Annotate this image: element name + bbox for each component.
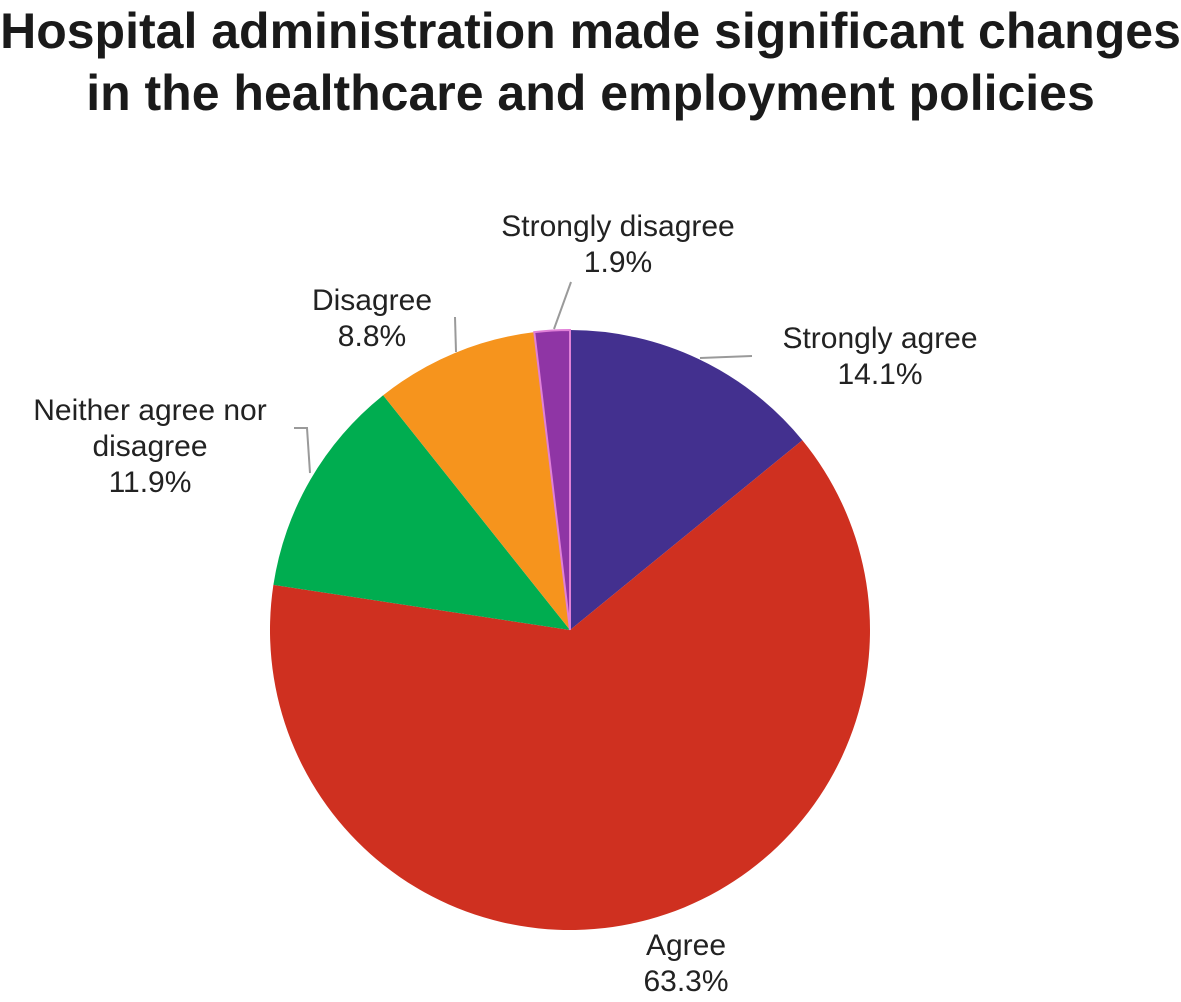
leader-line-strongly-disagree xyxy=(553,281,572,330)
slice-label-value: 8.8% xyxy=(338,320,406,353)
pie-slice-disagree xyxy=(383,332,570,630)
slices-layer xyxy=(269,328,870,930)
slice-label-value: 11.9% xyxy=(109,466,192,499)
slice-label-name: Disagree xyxy=(312,284,432,317)
leaders-layer xyxy=(294,281,753,474)
pie-slice-strongly-disagree xyxy=(533,328,571,631)
leader-line-disagree xyxy=(454,316,457,353)
pie-slice-strongly-agree xyxy=(570,330,803,630)
pie-slice-neither-agree-nor-disagree xyxy=(273,395,570,630)
slice-label-name: disagree xyxy=(92,430,207,463)
slice-label-name: Neither agree nor xyxy=(33,394,266,427)
chart-title: Hospital administration made significant… xyxy=(0,3,1181,121)
slice-label-value: 14.1% xyxy=(837,358,922,391)
slice-label-value: 63.3% xyxy=(643,965,728,998)
pie-slice-agree xyxy=(269,440,870,930)
leader-line-neither-agree-nor-disagree xyxy=(294,427,311,474)
slice-label-name: Agree xyxy=(646,929,726,962)
slice-label-value: 1.9% xyxy=(584,246,652,279)
leader-line-strongly-agree xyxy=(699,355,753,359)
slice-label-name: Strongly agree xyxy=(782,322,977,355)
slice-label-name: Strongly disagree xyxy=(501,210,734,243)
